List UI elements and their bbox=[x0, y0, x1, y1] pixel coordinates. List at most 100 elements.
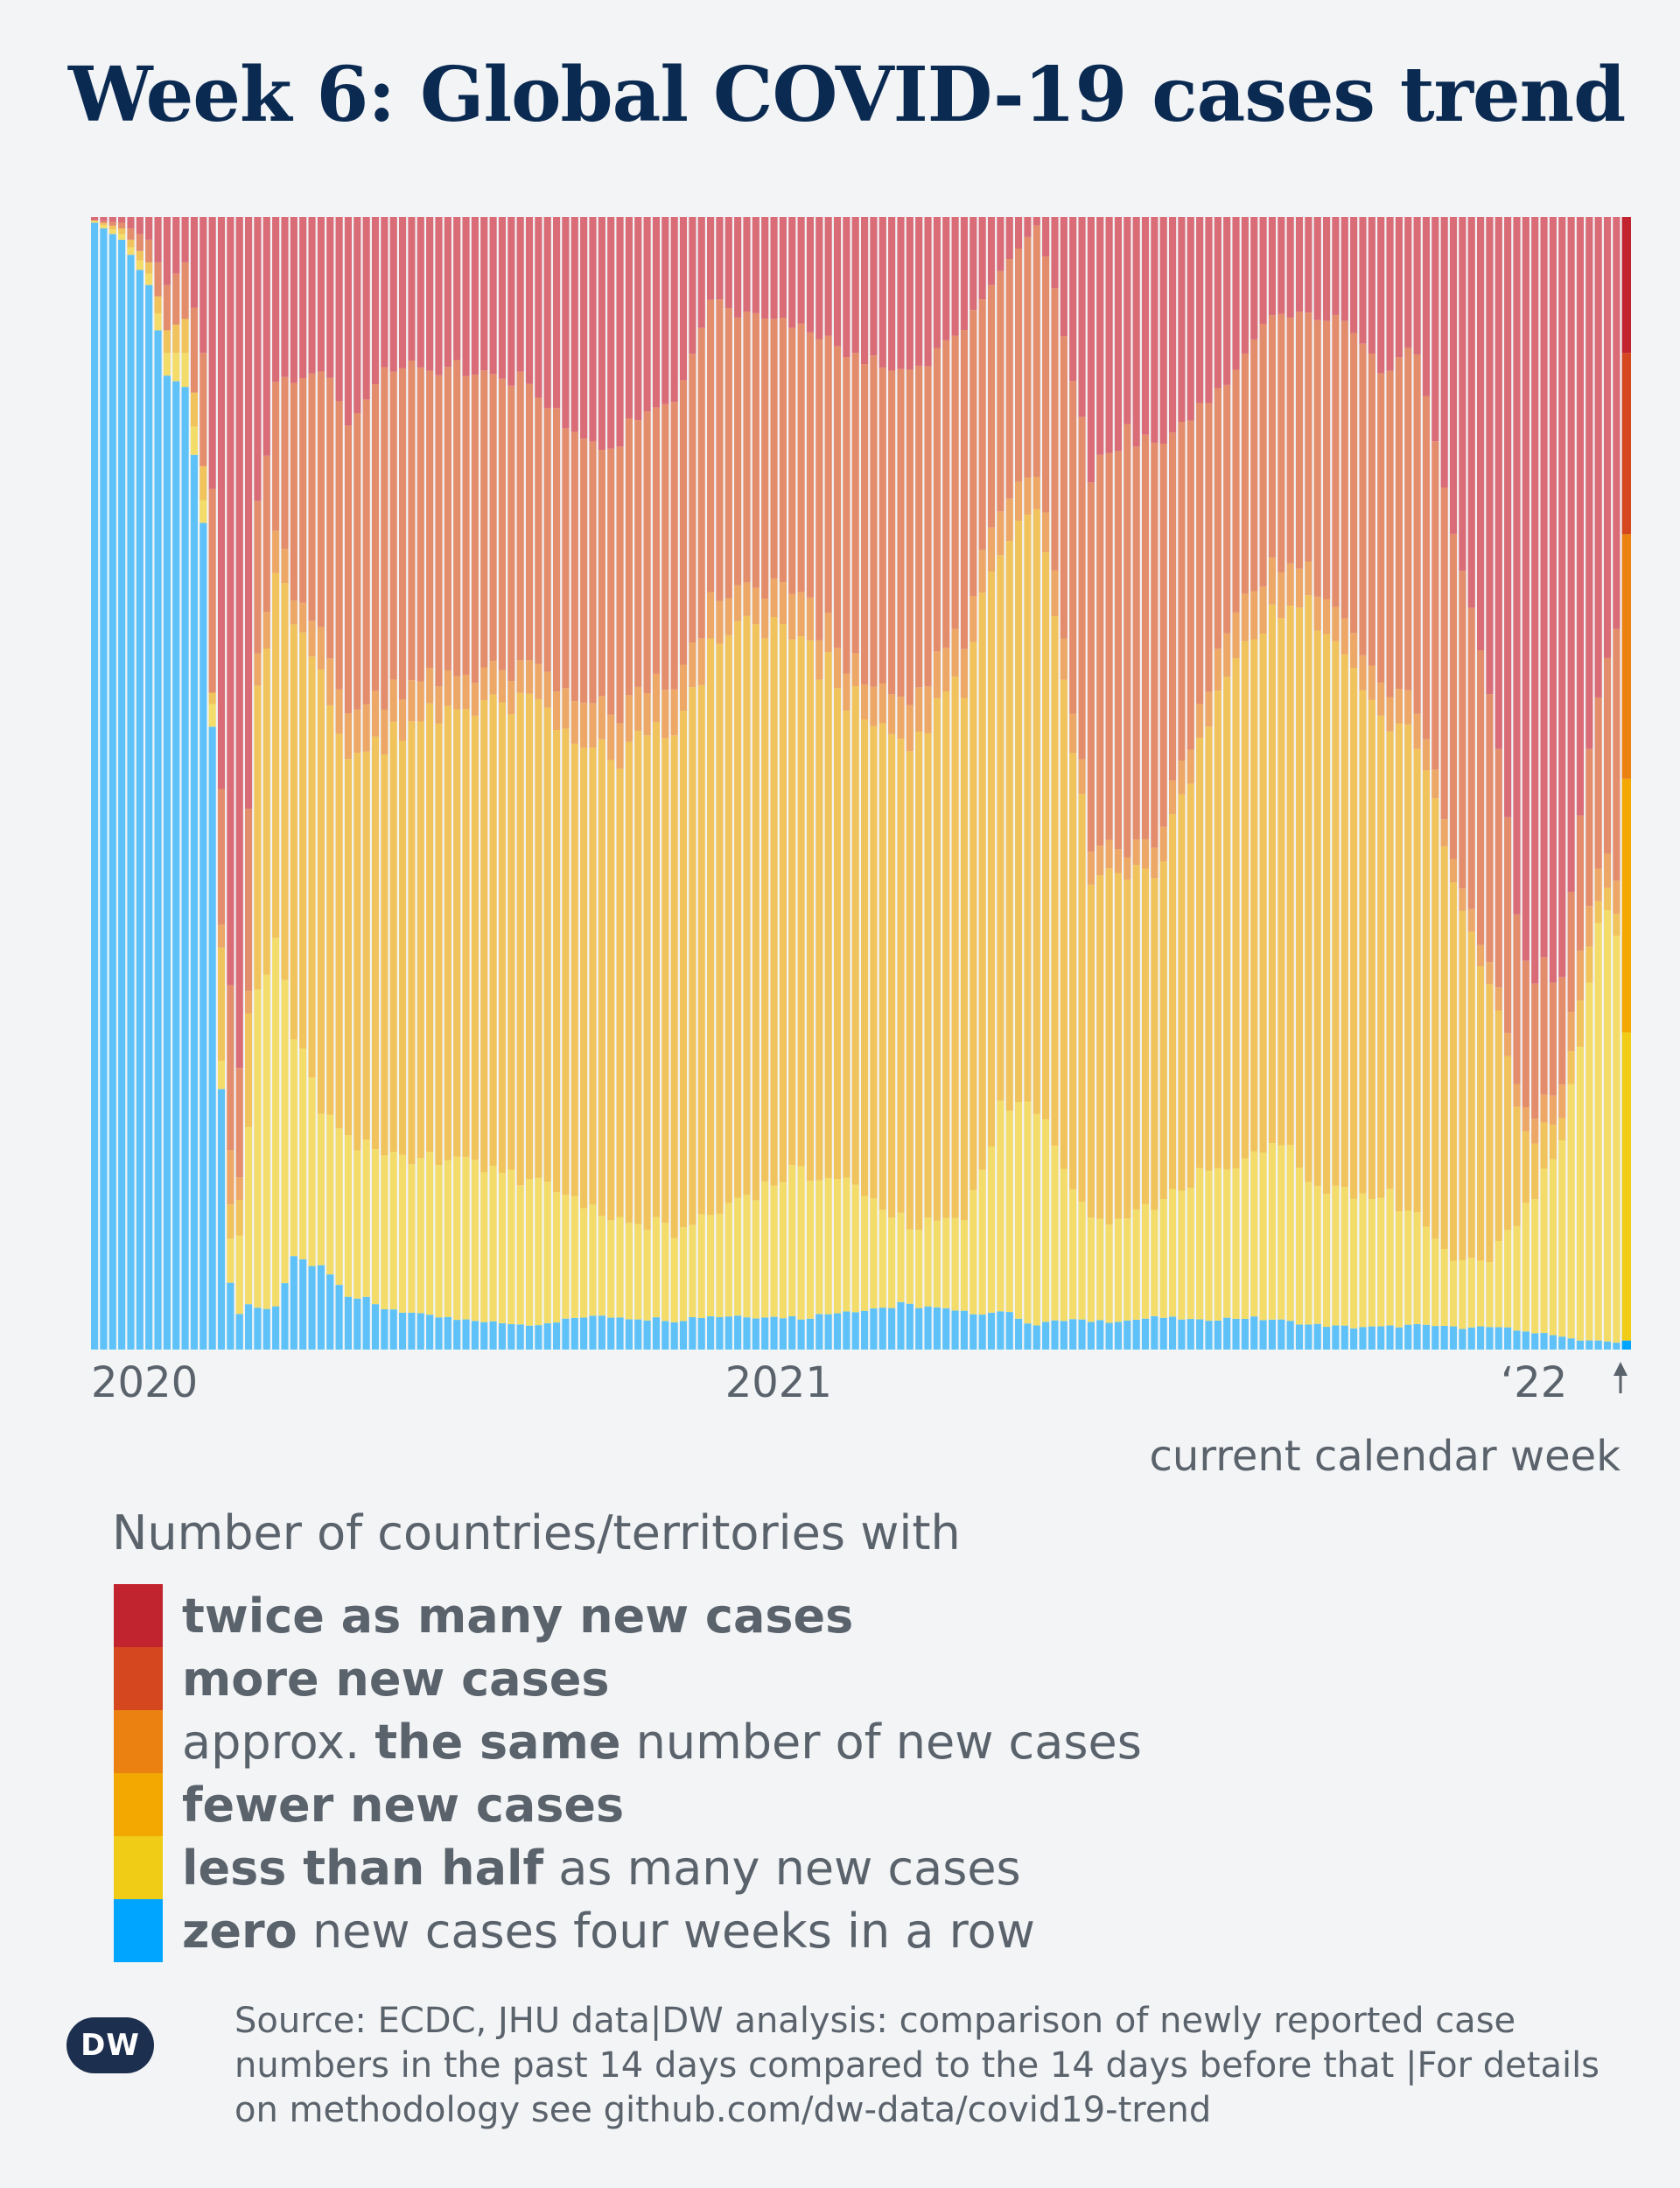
bar-segment-half bbox=[1286, 1145, 1294, 1322]
bar-segment-zero bbox=[824, 1314, 832, 1350]
bar-segment-fewer bbox=[1368, 699, 1376, 1200]
bar-segment-half bbox=[897, 1212, 905, 1302]
bar-segment-same bbox=[1223, 633, 1231, 677]
bar-segment-same bbox=[1350, 633, 1358, 668]
legend-label: twice as many new cases bbox=[182, 1588, 853, 1644]
bar-segment-twice bbox=[1576, 217, 1585, 816]
bar-segment-half bbox=[535, 1177, 542, 1326]
bar-segment-zero bbox=[543, 1322, 551, 1350]
bar-segment-twice bbox=[616, 217, 624, 447]
bar-segment-twice bbox=[598, 217, 606, 451]
bar-segment-more bbox=[634, 420, 642, 687]
bar-segment-half bbox=[570, 1196, 578, 1318]
bar-segment-fewer bbox=[670, 735, 678, 1238]
bar-segment-more bbox=[1087, 482, 1095, 852]
bar-segment-more bbox=[1350, 333, 1358, 634]
bar-segment-half bbox=[272, 937, 280, 1307]
bar-segment-more bbox=[1603, 657, 1612, 854]
bar-segment-fewer bbox=[1432, 798, 1439, 1239]
bar-segment-fewer bbox=[697, 684, 705, 1215]
bar-segment-zero bbox=[1359, 1327, 1367, 1350]
bar-segment-same bbox=[1494, 987, 1502, 1011]
bar-segment-same bbox=[435, 686, 443, 724]
bar-segment-fewer bbox=[951, 677, 959, 1218]
bar-segment-more bbox=[335, 401, 343, 690]
bar-segment-half bbox=[788, 1165, 796, 1316]
bar-segment-more bbox=[770, 319, 778, 579]
bar-segment-fewer bbox=[1132, 865, 1140, 1210]
bar-segment-fewer bbox=[960, 698, 969, 1221]
bar-segment-zero bbox=[1350, 1328, 1358, 1350]
bar-segment-more bbox=[480, 370, 488, 668]
bar-segment-twice bbox=[1621, 217, 1631, 354]
bar-segment-same bbox=[408, 680, 416, 722]
bar-segment-half bbox=[1069, 1189, 1077, 1320]
bar-segment-twice bbox=[770, 217, 778, 319]
bar-segment-more bbox=[897, 368, 905, 698]
bar-segment-zero bbox=[1286, 1321, 1294, 1350]
bar-segment-zero bbox=[91, 222, 99, 1350]
bar-segment-zero bbox=[480, 1322, 488, 1350]
bar-segment-zero bbox=[1042, 1322, 1050, 1350]
bar-segment-zero bbox=[136, 270, 144, 1350]
bar-segment-zero bbox=[245, 1304, 253, 1350]
bar-segment-zero bbox=[1459, 1329, 1466, 1350]
bar-segment-half bbox=[235, 1235, 243, 1315]
bar-segment-more bbox=[1467, 607, 1475, 909]
bar-segment-half bbox=[643, 1230, 651, 1321]
bar-segment-half bbox=[1368, 1199, 1376, 1327]
bar-segment-half bbox=[489, 1166, 497, 1322]
bar-segment-twice bbox=[471, 217, 479, 375]
bar-segment-zero bbox=[679, 1321, 688, 1350]
bar-segment-twice bbox=[662, 217, 669, 404]
bar-segment-zero bbox=[1105, 1322, 1113, 1350]
bar-segment-more bbox=[435, 375, 443, 687]
bar-segment-more bbox=[589, 441, 597, 704]
bar-segment-fewer bbox=[344, 759, 353, 1135]
bar-segment-half bbox=[498, 1173, 507, 1323]
bar-segment-same bbox=[1124, 857, 1131, 880]
bar-segment-zero bbox=[272, 1306, 280, 1350]
bar-segment-more bbox=[100, 221, 108, 223]
bar-segment-half bbox=[200, 500, 207, 523]
bar-segment-fewer bbox=[1024, 514, 1032, 1102]
bar-segment-more bbox=[1124, 424, 1131, 858]
bar-segment-half bbox=[707, 1215, 715, 1317]
bar-segment-same bbox=[870, 686, 878, 726]
bar-segment-fewer bbox=[1151, 878, 1158, 1210]
bar-segment-same bbox=[1259, 586, 1267, 634]
bar-segment-half bbox=[851, 1184, 859, 1313]
bar-segment-same bbox=[416, 681, 424, 722]
bar-segment-half bbox=[915, 1230, 923, 1308]
bar-segment-zero bbox=[190, 454, 199, 1350]
bar-segment-fewer bbox=[1223, 677, 1231, 1170]
bar-segment-same bbox=[1005, 498, 1013, 542]
bar-segment-more bbox=[851, 353, 859, 654]
bar-segment-half bbox=[1549, 1159, 1557, 1336]
bar-segment-same bbox=[1477, 944, 1485, 966]
bar-segment-fewer bbox=[1032, 508, 1040, 1114]
bar-segment-fewer bbox=[1051, 616, 1059, 1147]
bar-segment-twice bbox=[1359, 217, 1367, 344]
bar-segment-fewer bbox=[227, 1204, 234, 1239]
x-axis-tick-labels: 2020 2021 ‘22 bbox=[91, 1358, 1567, 1400]
bar-segment-twice bbox=[915, 217, 923, 366]
bar-segment-twice bbox=[317, 217, 325, 372]
bar-segment-half bbox=[1477, 1260, 1485, 1327]
bar-segment-half bbox=[924, 1217, 932, 1307]
bar-segment-same bbox=[1404, 690, 1412, 725]
bar-segment-same bbox=[662, 690, 669, 739]
bar-segment-fewer bbox=[1005, 541, 1013, 1112]
bar-segment-more bbox=[1567, 891, 1575, 1013]
bar-segment-twice bbox=[1024, 217, 1032, 237]
bar-segment-fewer bbox=[652, 722, 661, 1217]
bar-segment-half bbox=[1504, 1230, 1512, 1328]
bar-segment-half bbox=[652, 1217, 661, 1318]
bar-segment-zero bbox=[172, 381, 180, 1350]
bar-segment-same bbox=[679, 664, 688, 712]
bar-segment-more bbox=[1250, 339, 1258, 592]
bar-segment-fewer bbox=[354, 753, 361, 1151]
bar-segment-zero bbox=[770, 1316, 778, 1350]
bar-segment-half bbox=[779, 1182, 787, 1319]
bar-segment-same bbox=[362, 704, 370, 752]
